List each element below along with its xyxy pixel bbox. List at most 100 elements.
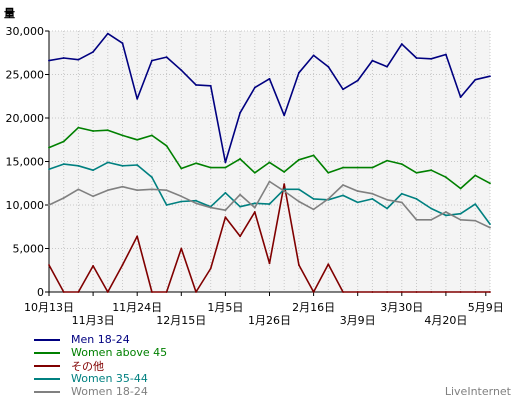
- data-point: [342, 184, 344, 186]
- data-point: [356, 291, 359, 293]
- data-point: [62, 291, 65, 293]
- data-point: [121, 42, 124, 45]
- y-axis-label: 量: [4, 7, 15, 20]
- legend-swatch: [34, 364, 60, 367]
- data-point: [415, 171, 418, 174]
- data-point: [224, 216, 227, 219]
- data-point: [253, 206, 256, 209]
- data-point: [474, 203, 477, 206]
- legend-item: Women above 45: [34, 346, 167, 359]
- data-point: [209, 206, 212, 209]
- data-point: [239, 205, 242, 208]
- line-chart: 0 5,000 10,000 15,000 20,000 25,000 30,000 量 10月…: [4, 7, 504, 327]
- data-point: [151, 59, 153, 62]
- data-point: [62, 197, 65, 199]
- legend-label: Women 35-44: [71, 372, 148, 385]
- data-point: [371, 59, 374, 62]
- data-point: [489, 291, 491, 293]
- data-point: [165, 56, 168, 58]
- data-point: [445, 291, 447, 293]
- data-point: [298, 200, 300, 203]
- data-point: [298, 158, 300, 161]
- data-point: [445, 176, 447, 179]
- data-point: [92, 169, 94, 172]
- data-point: [415, 57, 418, 59]
- data-point: [489, 75, 491, 78]
- data-point: [327, 263, 330, 266]
- data-point: [165, 291, 168, 293]
- x-tick-label: 11月3日: [72, 314, 115, 327]
- data-point: [195, 202, 197, 205]
- legend-swatch: [34, 338, 60, 341]
- data-point: [253, 171, 256, 174]
- data-point: [180, 200, 183, 203]
- data-point: [342, 166, 344, 169]
- legend-label: Women 18-24: [71, 385, 148, 398]
- data-point: [92, 195, 94, 198]
- data-point: [445, 214, 447, 217]
- data-point: [48, 264, 50, 266]
- data-point: [180, 69, 183, 72]
- data-point: [62, 57, 65, 59]
- data-point: [415, 218, 418, 221]
- data-point: [165, 204, 168, 206]
- data-point: [239, 235, 242, 238]
- y-tick-label: 25,000: [6, 69, 45, 82]
- data-point: [430, 291, 433, 293]
- x-tick-label: 1月5日: [207, 301, 243, 314]
- data-point: [136, 164, 139, 166]
- data-point: [180, 195, 183, 198]
- data-point: [386, 198, 388, 201]
- legend-swatch: [34, 390, 60, 393]
- data-point: [136, 189, 139, 192]
- data-point: [48, 59, 50, 62]
- data-point: [312, 291, 315, 293]
- data-point: [165, 189, 168, 192]
- y-tick-label: 10,000: [6, 199, 45, 212]
- data-point: [459, 291, 462, 293]
- data-point: [62, 140, 65, 143]
- data-point: [151, 176, 153, 179]
- data-point: [342, 88, 344, 91]
- data-point: [371, 198, 374, 200]
- data-point: [298, 188, 300, 191]
- data-point: [106, 32, 109, 35]
- legend-item: Men 18-24: [34, 333, 167, 346]
- data-point: [386, 159, 388, 162]
- data-point: [106, 161, 109, 164]
- x-tick-label: 10月13日: [24, 301, 74, 314]
- data-point: [268, 203, 271, 206]
- data-point: [180, 247, 183, 250]
- data-point: [106, 189, 109, 192]
- data-point: [415, 291, 418, 293]
- x-tick-label: 1月26日: [248, 314, 291, 327]
- data-point: [165, 144, 168, 147]
- x-tick-label: 11月24日: [112, 301, 162, 314]
- data-point: [371, 166, 374, 169]
- y-tick-label: 15,000: [6, 156, 45, 169]
- legend: Men 18-24 Women above 45 その他 Women 35-44 Wom…: [34, 333, 167, 398]
- data-point: [268, 262, 271, 265]
- data-point: [283, 171, 286, 173]
- data-point: [48, 146, 50, 149]
- data-point: [430, 57, 433, 60]
- legend-swatch: [34, 377, 60, 380]
- x-tick-label: 4月20日: [424, 314, 467, 327]
- legend-swatch: [34, 351, 60, 354]
- data-point: [430, 207, 433, 210]
- data-point: [430, 169, 433, 172]
- legend-item: Women 35-44: [34, 372, 167, 385]
- data-point: [121, 185, 124, 188]
- data-point: [209, 267, 212, 270]
- data-point: [356, 201, 359, 204]
- legend-item: Women 18-24: [34, 385, 167, 398]
- data-point: [209, 166, 212, 169]
- data-point: [239, 157, 242, 160]
- data-point: [386, 291, 388, 293]
- data-point: [195, 291, 197, 293]
- data-point: [430, 218, 433, 221]
- data-point: [180, 167, 183, 170]
- data-point: [195, 162, 197, 165]
- data-point: [312, 198, 315, 200]
- data-point: [195, 84, 197, 86]
